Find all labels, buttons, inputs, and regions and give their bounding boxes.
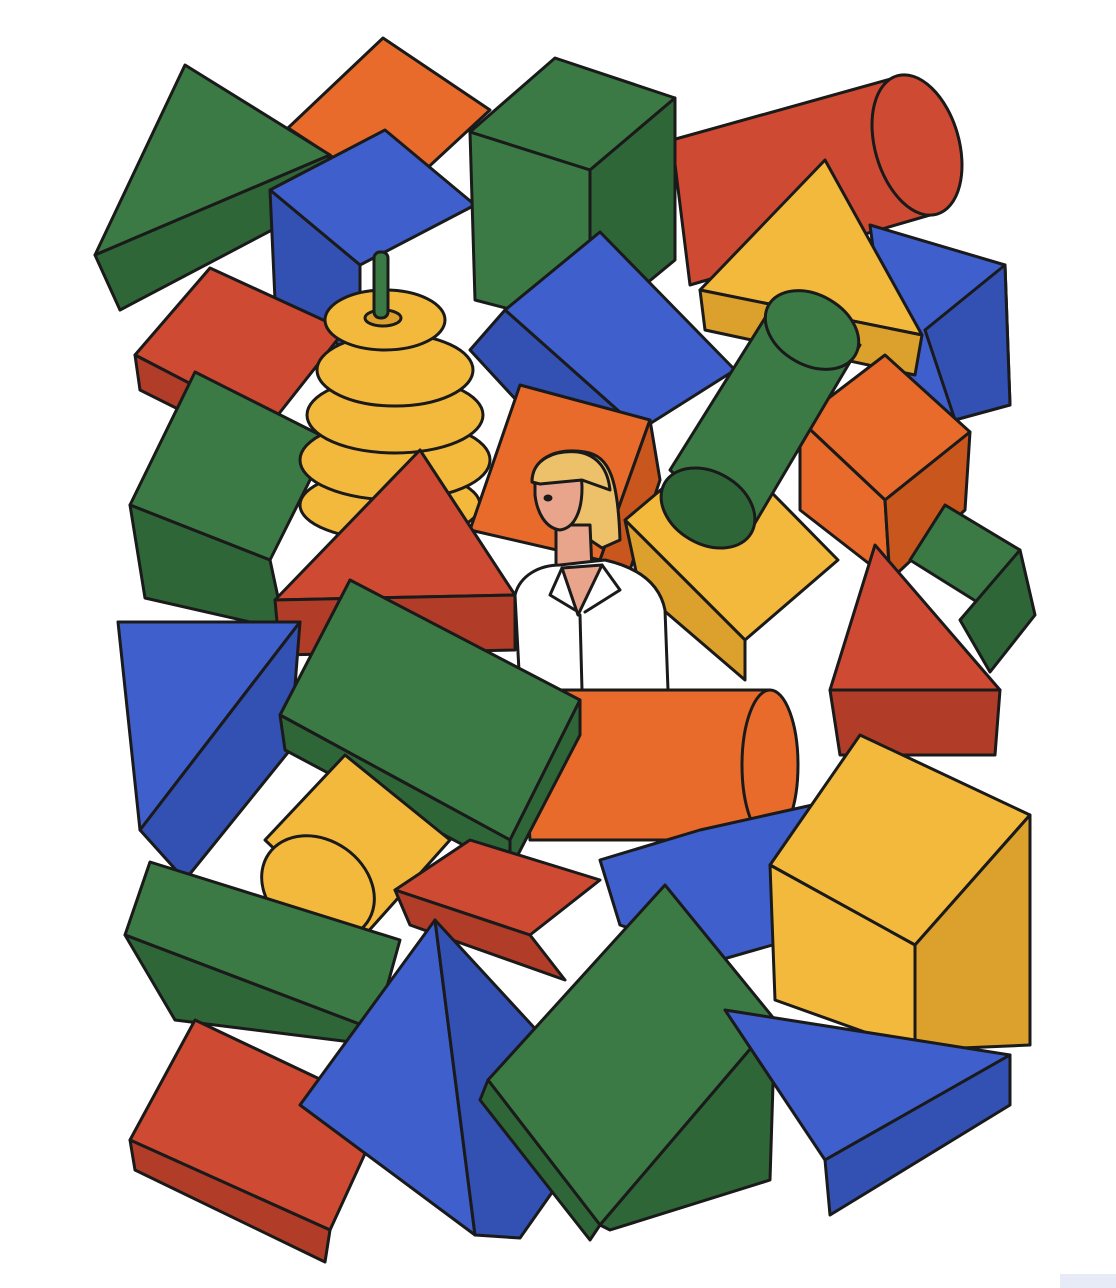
red-block-center-bottom xyxy=(393,838,602,982)
corner-tab xyxy=(1060,1274,1116,1288)
green-cylinder-center xyxy=(659,289,862,550)
red-prism-right xyxy=(828,543,1002,757)
woman-figure xyxy=(513,449,670,692)
green-cuboid-front xyxy=(278,578,582,872)
orange-block-right xyxy=(798,353,972,582)
yellow-cube-right xyxy=(768,733,1032,1052)
green-block-far-right xyxy=(908,503,1037,674)
blue-prism-bottom-right xyxy=(723,1008,1012,1217)
blue-block-right xyxy=(868,223,1012,422)
